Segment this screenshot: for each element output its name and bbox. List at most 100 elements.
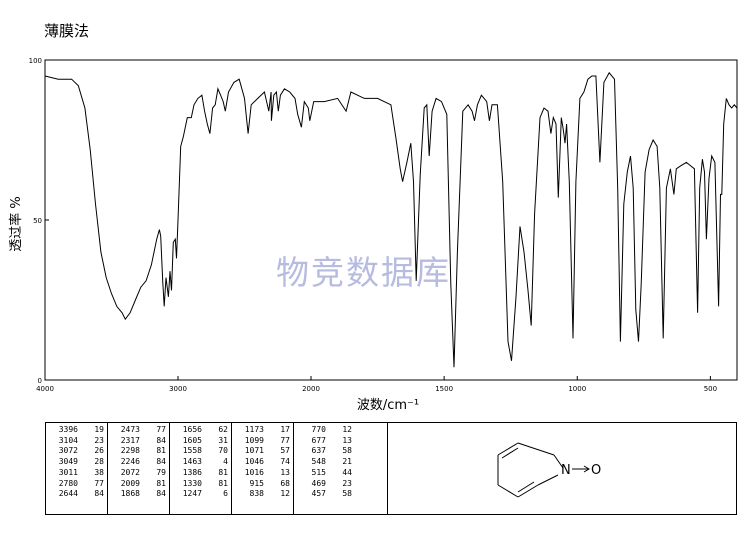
peak-row: 838 12 [236,489,290,500]
peak-column: 1173 17 1099 77 1071 57 1046 74 1016 13 915 68 838 12 [232,423,294,514]
peak-transmittance: 12 [342,425,352,434]
peak-wavenumber: 2780 [58,478,78,488]
peak-transmittance: 28 [94,457,104,467]
peak-row: 457 58 [298,489,352,500]
peak-transmittance: 84 [156,435,166,445]
peak-column: 1656 62 1605 31 1558 70 1463 4 1386 81 1330 81 1247 6 [170,423,232,514]
peak-transmittance: 26 [94,446,104,456]
peak-wavenumber: 1463 [182,457,202,467]
double-bond-inner [517,481,535,493]
peak-row: 2317 84 [112,436,166,447]
peak-transmittance: 77 [94,478,104,488]
peak-transmittance: 58 [342,489,352,499]
peak-row: 1463 4 [174,457,228,468]
double-bond-inner [501,447,519,459]
peak-wavenumber: 1558 [182,446,202,456]
peak-row: 2473 77 [112,425,166,436]
peak-wavenumber: 3104 [58,435,78,445]
peak-transmittance: 81 [156,478,166,488]
peak-transmittance: 6 [223,489,228,499]
peak-row: 1868 84 [112,489,166,500]
peak-transmittance: 81 [218,467,228,477]
peak-wavenumber: 3396 [58,425,78,434]
peak-wavenumber: 770 [311,425,326,434]
peak-transmittance: 84 [156,457,166,467]
ring-bond [517,484,539,498]
peak-wavenumber: 515 [311,467,326,477]
nitrogen-label: N [561,463,571,478]
watermark: 物竞数据库 [276,253,451,292]
peak-wavenumber: 1071 [244,446,264,456]
peak-row: 3011 38 [50,468,104,479]
peak-wavenumber: 2473 [120,425,140,434]
peak-row: 677 13 [298,436,352,447]
chart-title: 薄膜法 [44,22,90,40]
peak-row: 1656 62 [174,425,228,436]
peak-wavenumber: 548 [311,457,326,467]
peak-row: 469 23 [298,479,352,490]
peak-row: 1099 77 [236,436,290,447]
ring-bond [517,442,555,456]
peak-transmittance: 44 [342,467,352,477]
x-tick-label: 1500 [435,385,453,393]
peak-transmittance: 12 [280,489,290,499]
ring-bond [497,442,519,456]
peak-wavenumber: 915 [249,478,264,488]
y-tick-label: 100 [29,57,42,65]
x-axis-label: 波数/cm⁻¹ [357,398,419,413]
peak-row: 637 58 [298,446,352,457]
peak-transmittance: 23 [342,478,352,488]
y-tick-label: 0 [38,377,42,385]
peak-row: 1173 17 [236,425,290,436]
peak-transmittance: 84 [94,489,104,499]
peak-wavenumber: 838 [249,489,264,499]
peak-row: 1330 81 [174,479,228,490]
peak-wavenumber: 1247 [182,489,202,499]
peak-row: 770 12 [298,425,352,436]
peak-row: 3049 28 [50,457,104,468]
peak-wavenumber: 1656 [182,425,202,434]
peak-wavenumber: 1016 [244,467,264,477]
peak-wavenumber: 1386 [182,467,202,477]
peak-transmittance: 62 [218,425,228,434]
x-tick-label: 3000 [169,385,187,393]
peak-wavenumber: 1099 [244,435,264,445]
peak-wavenumber: 2317 [120,435,140,445]
peak-wavenumber: 2009 [120,478,140,488]
x-tick-label: 4000 [36,385,54,393]
peak-row: 548 21 [298,457,352,468]
peak-wavenumber: 1605 [182,435,202,445]
peak-row: 3396 19 [50,425,104,436]
x-tick-label: 500 [704,385,717,393]
peak-row: 2009 81 [112,479,166,490]
peak-transmittance: 4 [223,457,228,467]
peak-row: 1016 13 [236,468,290,479]
peak-wavenumber: 469 [311,478,326,488]
peak-wavenumber: 2072 [120,467,140,477]
peak-wavenumber: 1046 [244,457,264,467]
y-axis-ticks: 100 50 0 [29,57,49,385]
peak-wavenumber: 677 [311,435,326,445]
peak-transmittance: 19 [94,425,104,434]
peak-wavenumber: 1173 [244,425,264,434]
n-o-arrowhead [583,465,590,473]
x-tick-label: 2000 [302,385,320,393]
peak-row: 1386 81 [174,468,228,479]
peak-wavenumber: 2644 [58,489,78,499]
x-axis-ticks: 4000 3000 2000 1500 1000 500 [36,376,717,393]
peak-row: 1605 31 [174,436,228,447]
peak-wavenumber: 2298 [120,446,140,456]
peak-transmittance: 81 [156,446,166,456]
peak-table: 3396 19 3104 23 3072 26 3049 28 3011 38 2780 77 2644… [45,422,388,515]
peak-transmittance: 13 [342,435,352,445]
peak-transmittance: 13 [280,467,290,477]
peak-row: 3104 23 [50,436,104,447]
y-axis-label: 透过率 % [8,196,24,252]
peak-wavenumber: 457 [311,489,326,499]
peak-wavenumber: 3011 [58,467,78,477]
peak-transmittance: 77 [156,425,166,434]
peak-row: 2298 81 [112,446,166,457]
peak-row: 1247 6 [174,489,228,500]
peak-wavenumber: 3049 [58,457,78,467]
